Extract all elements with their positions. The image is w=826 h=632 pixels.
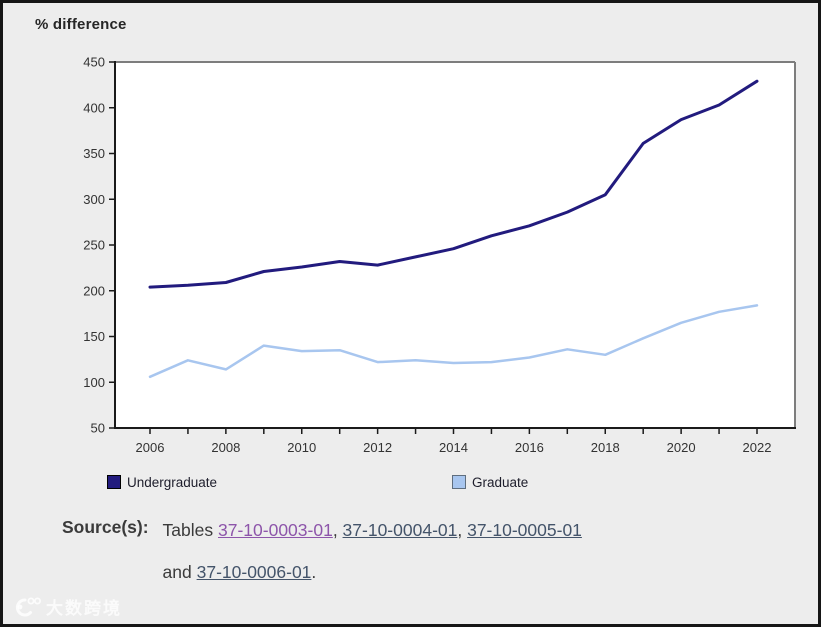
undergraduate-line [148, 79, 759, 289]
legend: Undergraduate Graduate [3, 473, 818, 493]
source-link-37-10-0005-01[interactable]: 37-10-0005-01 [467, 520, 582, 540]
source-line-1: Tables 37-10-0003-01, 37-10-0004-01, 37-… [163, 517, 582, 543]
y-tick-label: 250 [83, 238, 105, 253]
separator: , [457, 520, 468, 540]
source-label: Source(s): [62, 517, 149, 537]
source-link-37-10-0006-01[interactable]: 37-10-0006-01 [196, 562, 312, 582]
x-tick-label: 2018 [591, 440, 620, 455]
source-link-37-10-0003-01[interactable]: 37-10-0003-01 [218, 520, 333, 540]
swirl-c-logo-icon [15, 597, 41, 616]
y-tick-label: 100 [83, 375, 105, 390]
watermark-text: 大数跨境 [46, 599, 122, 618]
y-tick-label: 350 [83, 146, 105, 161]
source-line-2: and 37-10-0006-01. [163, 559, 582, 585]
y-tick-label: 400 [83, 100, 105, 115]
separator: , [332, 520, 343, 540]
x-tick-label: 2010 [287, 440, 316, 455]
legend-item-graduate: Graduate [452, 473, 528, 491]
source-block: Source(s): Tables 37-10-0003-01, 37-10-0… [62, 517, 582, 585]
y-tick-label: 300 [83, 192, 105, 207]
line-chart: 450 400 350 300 250 200 150 100 50 2006 2008 2010 20… [83, 55, 796, 455]
y-tick-label: 450 [83, 55, 105, 70]
legend-label-undergraduate: Undergraduate [127, 474, 218, 490]
graduate-line [148, 304, 759, 379]
graduate-swatch-icon [452, 475, 466, 489]
x-tick-label: 2008 [211, 440, 240, 455]
watermark: 大数跨境 [8, 594, 122, 619]
y-tick-label: 200 [83, 283, 105, 298]
source-and: and [162, 562, 197, 582]
x-tick-label: 2006 [136, 440, 165, 455]
x-tick-label: 2012 [363, 440, 392, 455]
x-tick-label: 2014 [439, 440, 468, 455]
chart-title: % difference [35, 16, 127, 33]
y-tick-label: 50 [91, 421, 105, 436]
undergraduate-swatch-icon [107, 475, 121, 489]
legend-item-undergraduate: Undergraduate [107, 473, 217, 491]
source-prefix: Tables [162, 520, 218, 540]
source-lines: Tables 37-10-0003-01, 37-10-0004-01, 37-… [163, 517, 582, 585]
source-link-37-10-0004-01[interactable]: 37-10-0004-01 [342, 520, 458, 540]
x-tick-label: 2022 [743, 440, 772, 455]
source-period: . [311, 562, 317, 582]
plot-area [115, 62, 795, 428]
legend-label-graduate: Graduate [472, 474, 529, 490]
x-tick-label: 2016 [515, 440, 544, 455]
x-tick-label: 2020 [667, 440, 696, 455]
y-tick-label: 150 [83, 329, 105, 344]
